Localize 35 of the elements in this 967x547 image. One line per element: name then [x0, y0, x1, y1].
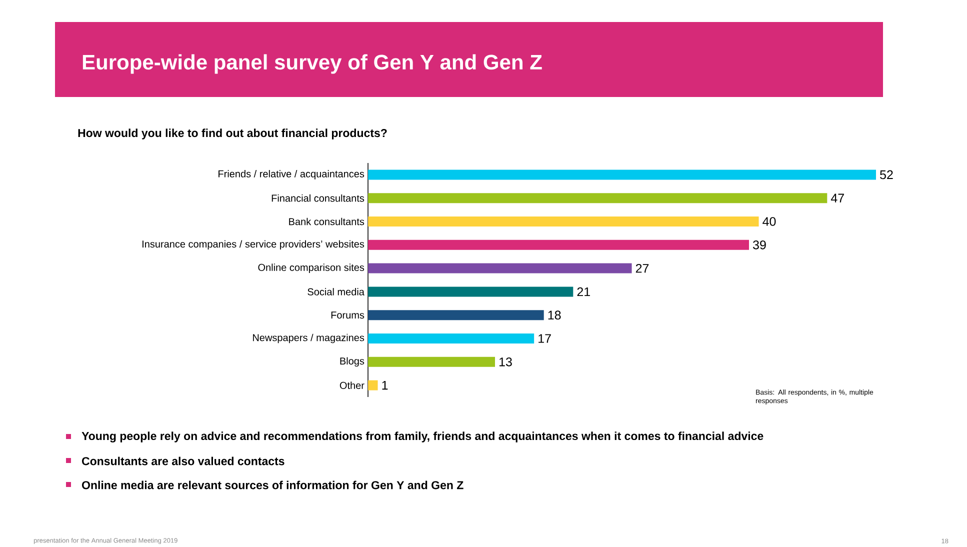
data-label: 40	[762, 216, 776, 226]
bar	[368, 170, 876, 180]
data-label: 47	[830, 194, 844, 202]
bar	[368, 356, 495, 367]
y-tick-label: Other	[340, 381, 364, 389]
y-tick-label: Friends / relative / acquaintances	[218, 170, 364, 180]
y-tick-label: Bank consultants	[289, 218, 364, 225]
bar	[368, 286, 574, 297]
bar	[368, 240, 749, 250]
data-label: 1	[382, 380, 388, 390]
data-label: 27	[636, 264, 649, 272]
y-tick-label: Online comparison sites	[258, 263, 364, 273]
chart-title: Europe-wide panel survey of Gen Y and Gen Z	[82, 54, 542, 74]
y-tick-label: Blogs	[340, 357, 364, 366]
bar	[368, 192, 828, 203]
y-tick-label: Newspapers / magazines	[253, 334, 364, 343]
y-tick-label: Social media	[308, 288, 364, 296]
bar	[368, 333, 534, 344]
data-label: 13	[499, 357, 512, 366]
data-label: 17	[538, 334, 551, 343]
bar	[368, 380, 378, 390]
y-tick-label: Forums	[331, 311, 364, 318]
data-label: 39	[753, 240, 766, 250]
bar	[368, 263, 632, 274]
text: Young people rely on advice and recommendations from family, friends and acquaintances when it comes to financial advice	[82, 431, 764, 442]
y-tick-label: Financial consultants	[272, 194, 364, 202]
y-tick-label: Insurance companies / service providers’ websites	[142, 240, 364, 250]
data-label: 52	[880, 170, 893, 179]
bar	[368, 216, 759, 226]
text: How would you like to find out about financial products?	[78, 128, 387, 140]
text: Online media are relevant sources of information for Gen Y and Gen Z	[82, 480, 464, 490]
data-label: 18	[548, 310, 561, 320]
text: Consultants are also valued contacts	[82, 456, 284, 466]
bar	[368, 310, 544, 320]
data-label: 21	[577, 287, 590, 296]
